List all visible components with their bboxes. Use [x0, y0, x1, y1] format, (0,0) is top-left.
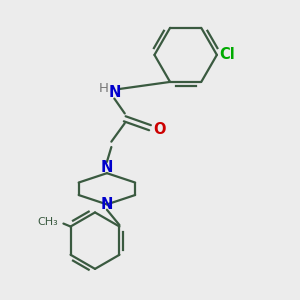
Text: N: N	[101, 197, 113, 212]
Text: N: N	[108, 85, 121, 100]
Text: Cl: Cl	[219, 47, 235, 62]
Text: CH₃: CH₃	[37, 217, 58, 227]
Text: H: H	[98, 82, 108, 95]
Text: O: O	[154, 122, 166, 137]
Text: N: N	[101, 160, 113, 175]
